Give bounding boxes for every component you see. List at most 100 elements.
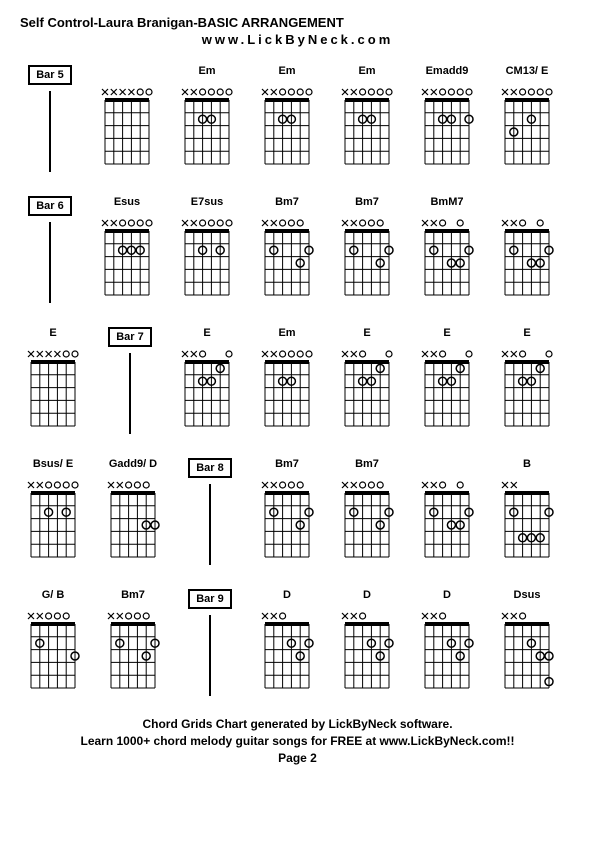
chord-name: Bsus/ E (33, 458, 73, 472)
chord-cell: Em (254, 65, 320, 172)
chord-row: G/ BBm7Bar 9DDDDsus (20, 589, 575, 696)
chord-diagram (417, 213, 477, 303)
chord-diagram (417, 344, 477, 434)
chord-diagram (103, 475, 163, 565)
chord-cell: Emadd9 (414, 65, 480, 172)
bar-marker: Bar 7 (100, 327, 160, 434)
chord-cell: Bm7 (254, 196, 320, 303)
chord-cell: E (334, 327, 400, 434)
chord-diagram (497, 606, 557, 696)
chord-cell (494, 196, 560, 303)
chord-diagram (23, 475, 83, 565)
chord-cell: E (174, 327, 240, 434)
chord-cell: Bm7 (254, 458, 320, 565)
chord-diagram (417, 475, 477, 565)
chord-name: Esus (114, 196, 140, 210)
chord-diagram (257, 606, 317, 696)
chord-diagram (23, 606, 83, 696)
chord-name: Bm7 (275, 458, 299, 472)
bar-line (49, 222, 51, 303)
chord-name: CM13/ E (506, 65, 549, 79)
bar-label: Bar 8 (188, 458, 232, 478)
chord-cell: Em (334, 65, 400, 172)
bar-label: Bar 6 (28, 196, 72, 216)
chord-cell: BmM7 (414, 196, 480, 303)
bar-line (209, 484, 211, 565)
chord-name: Gadd9/ D (109, 458, 157, 472)
chord-diagram (257, 213, 317, 303)
footer-line1: Chord Grids Chart generated by LickByNec… (20, 716, 575, 733)
site-url: www.LickByNeck.com (20, 32, 575, 47)
chord-diagram (337, 344, 397, 434)
chord-diagram (177, 213, 237, 303)
chord-name: E (363, 327, 370, 341)
bar-label: Bar 7 (108, 327, 152, 347)
bar-label: Bar 9 (188, 589, 232, 609)
chord-cell (414, 458, 480, 565)
footer-line2: Learn 1000+ chord melody guitar songs fo… (20, 733, 575, 750)
chord-diagram (97, 82, 157, 172)
chord-cell: G/ B (20, 589, 86, 696)
chord-diagram (257, 344, 317, 434)
chord-diagram (497, 82, 557, 172)
chord-diagram (337, 213, 397, 303)
chord-diagram (177, 82, 237, 172)
chord-name: Dsus (514, 589, 541, 603)
chord-name: B (523, 458, 531, 472)
chord-name (445, 458, 448, 472)
chord-diagram (337, 82, 397, 172)
chord-row: Bsus/ E Gadd9/ D Bar 8 Bm7 Bm7 B (20, 458, 575, 565)
chord-cell: Bm7 (334, 458, 400, 565)
footer: Chord Grids Chart generated by LickByNec… (20, 716, 575, 766)
chord-cell: Gadd9/ D (100, 458, 166, 565)
chord-diagram (23, 344, 83, 434)
chord-cell: Bsus/ E (20, 458, 86, 565)
chord-name: E (443, 327, 450, 341)
chord-diagram (417, 82, 477, 172)
chord-rows: Bar 5 EmEmEmEmadd9CM13/ EBar 6EsusE7susB… (20, 65, 575, 696)
chord-name: Em (278, 327, 295, 341)
chord-diagram (97, 213, 157, 303)
chord-diagram (497, 213, 557, 303)
chord-cell: E (414, 327, 480, 434)
chord-name: Em (278, 65, 295, 79)
page-number: Page 2 (20, 750, 575, 767)
chord-diagram (257, 475, 317, 565)
chord-name: D (283, 589, 291, 603)
chord-cell: Bm7 (100, 589, 166, 696)
chord-cell: Em (174, 65, 240, 172)
chord-name: G/ B (42, 589, 65, 603)
chord-row: Bar 5 Em Em Em Emadd9 CM13/ E (20, 65, 575, 172)
chord-cell: B (494, 458, 560, 565)
chord-row: Bar 6 Esus E7sus Bm7 Bm7 BmM7 (20, 196, 575, 303)
chord-name: Em (358, 65, 375, 79)
bar-marker: Bar 6 (20, 196, 80, 303)
bar-marker: Bar 5 (20, 65, 80, 172)
chord-cell: Em (254, 327, 320, 434)
chord-cell: Bm7 (334, 196, 400, 303)
chord-name: Bm7 (355, 458, 379, 472)
chord-cell: Dsus (494, 589, 560, 696)
chord-name: Bm7 (275, 196, 299, 210)
chord-row: EBar 7EEmEEE (20, 327, 575, 434)
chord-diagram (417, 606, 477, 696)
chord-diagram (497, 344, 557, 434)
bar-line (129, 353, 131, 434)
bar-marker: Bar 9 (180, 589, 240, 696)
chord-name: BmM7 (430, 196, 463, 210)
chord-name: Emadd9 (426, 65, 469, 79)
chord-name (125, 65, 128, 79)
chord-name (525, 196, 528, 210)
chord-diagram (257, 82, 317, 172)
chord-name: E (203, 327, 210, 341)
chord-name: Bm7 (355, 196, 379, 210)
chord-diagram (337, 606, 397, 696)
bar-label: Bar 5 (28, 65, 72, 85)
chord-name: Em (198, 65, 215, 79)
chord-cell: E7sus (174, 196, 240, 303)
bar-line (209, 615, 211, 696)
chord-cell (94, 65, 160, 172)
chord-name: Bm7 (121, 589, 145, 603)
chord-name: E (523, 327, 530, 341)
chord-diagram (497, 475, 557, 565)
